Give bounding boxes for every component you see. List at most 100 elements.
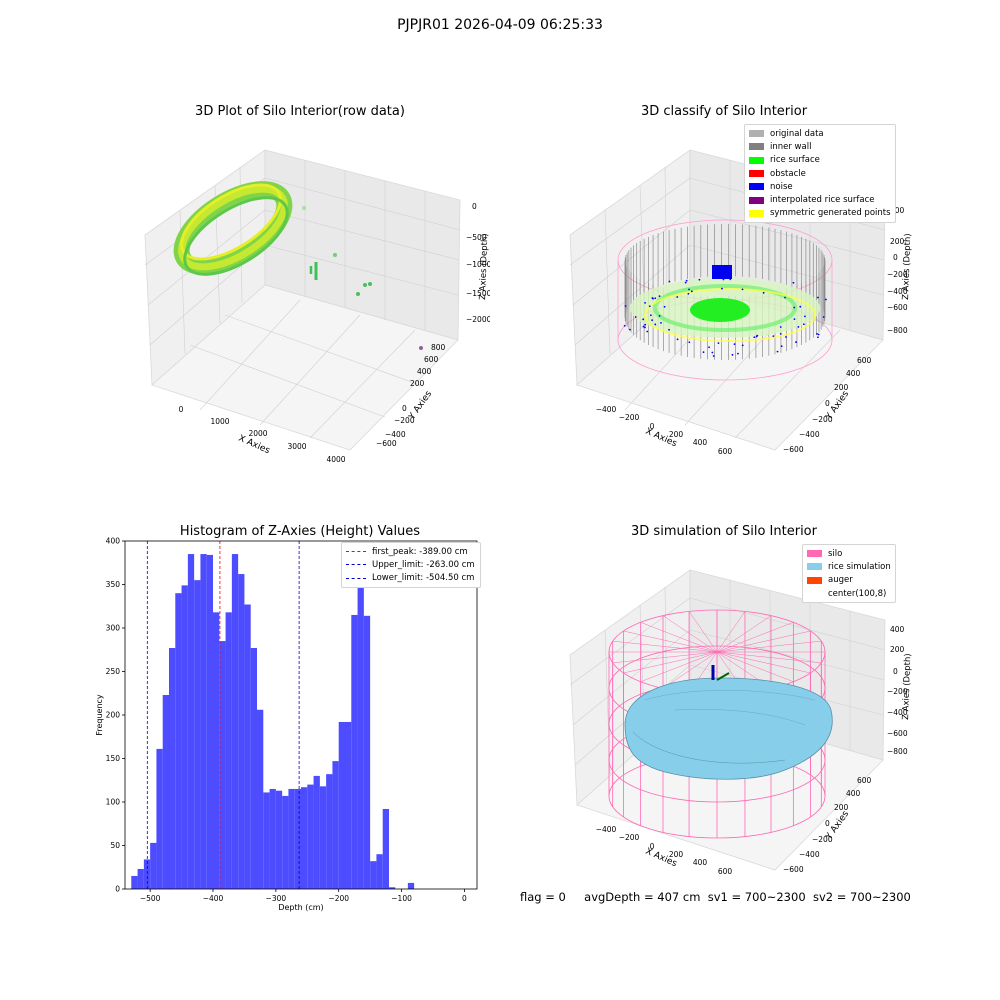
p1-ytick: 200 <box>410 379 425 388</box>
p1-ztick: −2000 <box>466 315 490 324</box>
legend-entry: obstacle <box>749 167 891 180</box>
p4-ztick: −400 <box>887 708 908 717</box>
p2-ztick: −400 <box>887 287 908 296</box>
p1-ytick: 600 <box>424 355 439 364</box>
legend-entry: rice surface <box>749 154 891 167</box>
hist-ylabel: Frequency <box>95 694 104 736</box>
p2-xtick: −400 <box>596 405 617 414</box>
histogram-chart: −500 −400 −300 −200 −100 0 0 50 100 150 200 250 300… <box>95 537 478 912</box>
p2-ztick: −200 <box>887 270 908 279</box>
noise-cluster <box>712 265 732 279</box>
histogram-bar <box>206 554 213 889</box>
p4-xtick: 400 <box>693 858 708 867</box>
p2-xtick: 600 <box>718 447 733 456</box>
hist-xtick: −400 <box>203 894 224 903</box>
legend-entry: silo <box>807 547 891 560</box>
p4-ztick: −200 <box>887 687 908 696</box>
histogram-bar <box>389 887 396 889</box>
legend-entry: noise <box>749 180 891 193</box>
legend-line <box>346 577 366 579</box>
histogram-bar <box>156 748 163 889</box>
p2-ytick: 400 <box>846 369 861 378</box>
histogram-bar <box>143 859 151 889</box>
sv1-text: sv1 = 700~2300 <box>707 890 806 904</box>
p2-ytick: 600 <box>857 356 872 365</box>
p1-xtick: 0 <box>179 405 184 414</box>
histogram-bar <box>382 808 389 889</box>
legend-swatch <box>749 183 764 191</box>
legend-entry: rice simulation <box>807 560 891 573</box>
hist-ytick: 300 <box>106 624 121 633</box>
hist-ytick: 200 <box>106 711 121 720</box>
avg-depth-text: avgDepth = 407 cm <box>584 890 701 904</box>
histogram-bar <box>194 580 201 889</box>
row-data-ring <box>173 181 293 276</box>
p4-xtick: 200 <box>669 850 684 859</box>
hist-ytick: 250 <box>106 667 121 676</box>
histogram-bar <box>200 554 207 889</box>
p4-xtick: −200 <box>619 833 640 842</box>
p4-xtick: 600 <box>718 867 733 876</box>
panel1-3d-plot: 0 1000 2000 3000 4000 −600 −400 −200 0 2… <box>144 149 490 464</box>
p4-ztick: −800 <box>887 747 908 756</box>
p1-ztick: −1000 <box>466 260 490 269</box>
p2-xtick: 400 <box>693 438 708 447</box>
panel3-title: Histogram of Z-Axies (Height) Values <box>179 524 421 539</box>
p4-ytick: 400 <box>846 789 861 798</box>
legend-line <box>346 564 366 566</box>
legend-line <box>346 551 366 553</box>
p4-ytick: 0 <box>825 819 830 828</box>
histogram-bar <box>187 554 195 889</box>
legend-swatch <box>807 550 822 558</box>
hist-ytick: 100 <box>106 798 121 807</box>
p4-xtick: −400 <box>596 825 617 834</box>
histogram-bar <box>219 641 226 889</box>
p1-ytick: −400 <box>385 430 406 439</box>
histogram-bar <box>313 775 320 889</box>
histogram-bar <box>150 842 157 889</box>
histogram-bar <box>269 788 276 889</box>
p1-ytick: −200 <box>394 416 415 425</box>
histogram-bar <box>376 854 383 889</box>
p1-ytick: 400 <box>417 367 432 376</box>
legend-entry: symmetric generated points <box>749 207 891 220</box>
p4-ytick: −600 <box>783 865 804 874</box>
histogram-bar <box>363 615 371 889</box>
p2-ytick: −400 <box>799 430 820 439</box>
p2-ytick: −200 <box>812 415 833 424</box>
histogram-bar <box>275 790 283 889</box>
p2-ytick: 0 <box>825 399 830 408</box>
panel4-3d-plot: −400 −200 0 200 400 600 −600 −400 −200 0… <box>569 569 913 876</box>
histogram-bar <box>181 585 188 889</box>
legend-swatch <box>807 563 822 571</box>
legend-swatch <box>749 130 764 138</box>
histogram-bar <box>294 788 301 889</box>
p1-ztick: −500 <box>466 233 487 242</box>
histogram-bar <box>307 784 314 889</box>
rice-surface-points <box>630 278 820 342</box>
p4-zlabel: Z Axies (Depth) <box>901 653 913 720</box>
legend-entry: auger <box>807 574 891 587</box>
p1-zlabel: Z Axies (Depth) <box>478 233 490 300</box>
panel1-title: 3D Plot of Silo Interior(row data) <box>195 104 405 119</box>
panel2-title: 3D classify of Silo Interior <box>640 104 808 119</box>
panel2-legend: original data inner wall rice surface ob… <box>744 124 896 224</box>
sv2-text: sv2 = 700~2300 <box>812 890 911 904</box>
p4-xtick: 0 <box>650 842 655 851</box>
p1-ylabel: Y Axies <box>407 389 435 422</box>
histogram-bar <box>137 868 144 889</box>
hist-ytick: 400 <box>106 537 121 546</box>
histogram-bar <box>213 612 220 889</box>
status-footer: flag = 0 avgDepth = 407 cm sv1 = 700~230… <box>520 890 911 904</box>
p2-zlabel: Z Axies (Depth) <box>901 233 913 300</box>
p2-xtick: −200 <box>619 413 640 422</box>
p1-xtick: 3000 <box>287 442 306 451</box>
histogram-bar <box>319 786 327 889</box>
p1-xtick: 1000 <box>210 417 229 426</box>
p4-ztick: 0 <box>893 667 898 676</box>
histogram-bar <box>175 593 182 889</box>
p2-ytick: 200 <box>834 383 849 392</box>
rice-simulation-surface <box>624 677 833 780</box>
auger-marker <box>711 665 730 681</box>
legend-swatch <box>807 576 822 584</box>
